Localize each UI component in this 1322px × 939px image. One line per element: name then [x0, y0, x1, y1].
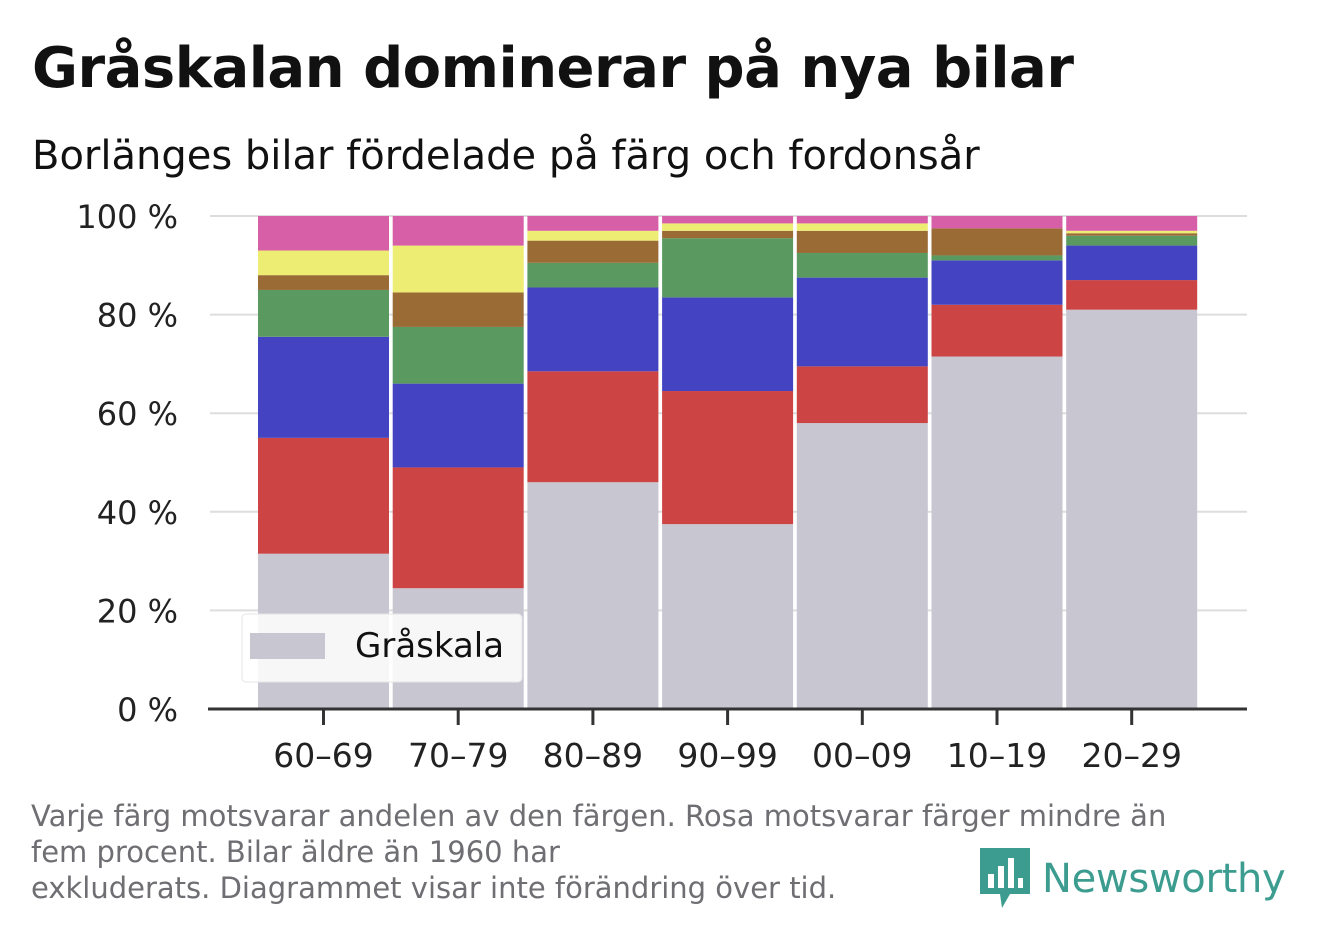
- x-tick-label: 70–79: [408, 736, 508, 775]
- bar-segment-bla: [527, 287, 659, 372]
- bar-segment-rod: [931, 304, 1063, 357]
- legend: Gråskala: [241, 613, 523, 683]
- bar-segment-gron: [258, 289, 389, 337]
- brand-name: Newsworthy: [1042, 856, 1286, 902]
- bar-segment-rosa: [1066, 216, 1198, 231]
- bar-segment-bla: [796, 277, 928, 367]
- x-tick-label: 20–29: [1081, 736, 1181, 775]
- bar-segment-rosa: [527, 216, 659, 231]
- y-tick-label: 80 %: [97, 297, 178, 335]
- x-tick-label: 10–19: [947, 736, 1047, 775]
- bar-segment-rod: [662, 391, 794, 525]
- bar-segment-brun: [1066, 233, 1198, 236]
- bar-segment-rosa: [258, 216, 389, 251]
- bar-segment-graskala: [931, 356, 1063, 709]
- bar-segment-graskala: [527, 482, 659, 709]
- x-tick-label: 90–99: [677, 736, 777, 775]
- bar-segment-rosa: [796, 216, 928, 224]
- bar-segment-gul: [258, 250, 389, 276]
- bar-segment-brun: [796, 230, 928, 253]
- bar-segment-rod: [1066, 280, 1198, 310]
- bar-segment-bla: [931, 260, 1063, 305]
- bar-segment-gron: [527, 262, 659, 288]
- x-tick-label: 80–89: [543, 736, 643, 775]
- bar-segment-rod: [527, 371, 659, 483]
- bar-segment-rod: [258, 437, 389, 554]
- legend-box: [241, 613, 523, 683]
- axes: 0 % 20 % 40 % 60 % 80 % 100 % 60–69 70–79 80–89 9…: [76, 198, 1247, 775]
- bar-segment-rod: [392, 467, 524, 589]
- bar-segment-rod: [796, 366, 928, 424]
- chart-title: Gråskalan dominerar på nya bilar: [32, 36, 1074, 101]
- y-tick-label: 20 %: [97, 592, 178, 630]
- bar-segment-gron: [662, 238, 794, 298]
- legend-label-graskala: Gråskala: [355, 626, 504, 666]
- bar-segment-brun: [258, 275, 389, 290]
- bar-segment-brun: [662, 230, 794, 239]
- bar-segment-rosa: [662, 216, 794, 224]
- y-tick-label: 0 %: [117, 691, 178, 729]
- stacked-bar-chart: 0 % 20 % 40 % 60 % 80 % 100 % 60–69 70–79 80–89 9…: [76, 198, 1247, 775]
- y-tick-label: 100 %: [76, 198, 178, 236]
- bar-segment-gul: [1066, 230, 1198, 234]
- bar-segment-gron: [1066, 235, 1198, 246]
- legend-swatch-graskala: [250, 633, 325, 659]
- bar-segment-graskala: [1066, 309, 1198, 709]
- bar-segment-gul: [796, 223, 928, 231]
- bar-segment-rosa: [392, 216, 524, 246]
- bar-segment-graskala: [796, 423, 928, 709]
- y-tick-label: 60 %: [97, 395, 178, 433]
- bar-segment-brun: [392, 292, 524, 327]
- bar-segment-gul: [392, 245, 524, 293]
- bar-segment-graskala: [662, 524, 794, 709]
- footnote-line: exkluderats. Diagrammet visar inte förän…: [31, 871, 837, 905]
- bar-segment-gul: [527, 230, 659, 241]
- footnote: Varje färg motsvarar andelen av den färg…: [31, 798, 1271, 910]
- newsworthy-logo-icon: [980, 848, 1030, 908]
- bar-segment-bla: [662, 297, 794, 392]
- chart-subtitle: Borlänges bilar fördelade på färg och fo…: [32, 133, 980, 179]
- y-tick-label: 40 %: [97, 494, 178, 532]
- bar-segment-gron: [796, 252, 928, 278]
- bar-segment-bla: [392, 383, 524, 468]
- bar-segment-brun: [527, 240, 659, 263]
- bar-segment-brun: [931, 228, 1063, 256]
- footnote-line: Varje färg motsvarar andelen av den färg…: [31, 799, 1167, 833]
- bar-segment-rosa: [931, 216, 1063, 229]
- bar-segment-gul: [662, 223, 794, 231]
- x-tick-label: 60–69: [273, 736, 373, 775]
- footnote-line: fem procent. Bilar äldre än 1960 har: [31, 835, 560, 869]
- bar-segment-bla: [1066, 245, 1198, 281]
- x-tick-label: 00–09: [812, 736, 912, 775]
- bar-segment-gron: [392, 326, 524, 384]
- brand-logo: Newsworthy: [980, 848, 1286, 910]
- bar-segment-bla: [258, 336, 389, 438]
- bar-segment-gron: [931, 255, 1063, 261]
